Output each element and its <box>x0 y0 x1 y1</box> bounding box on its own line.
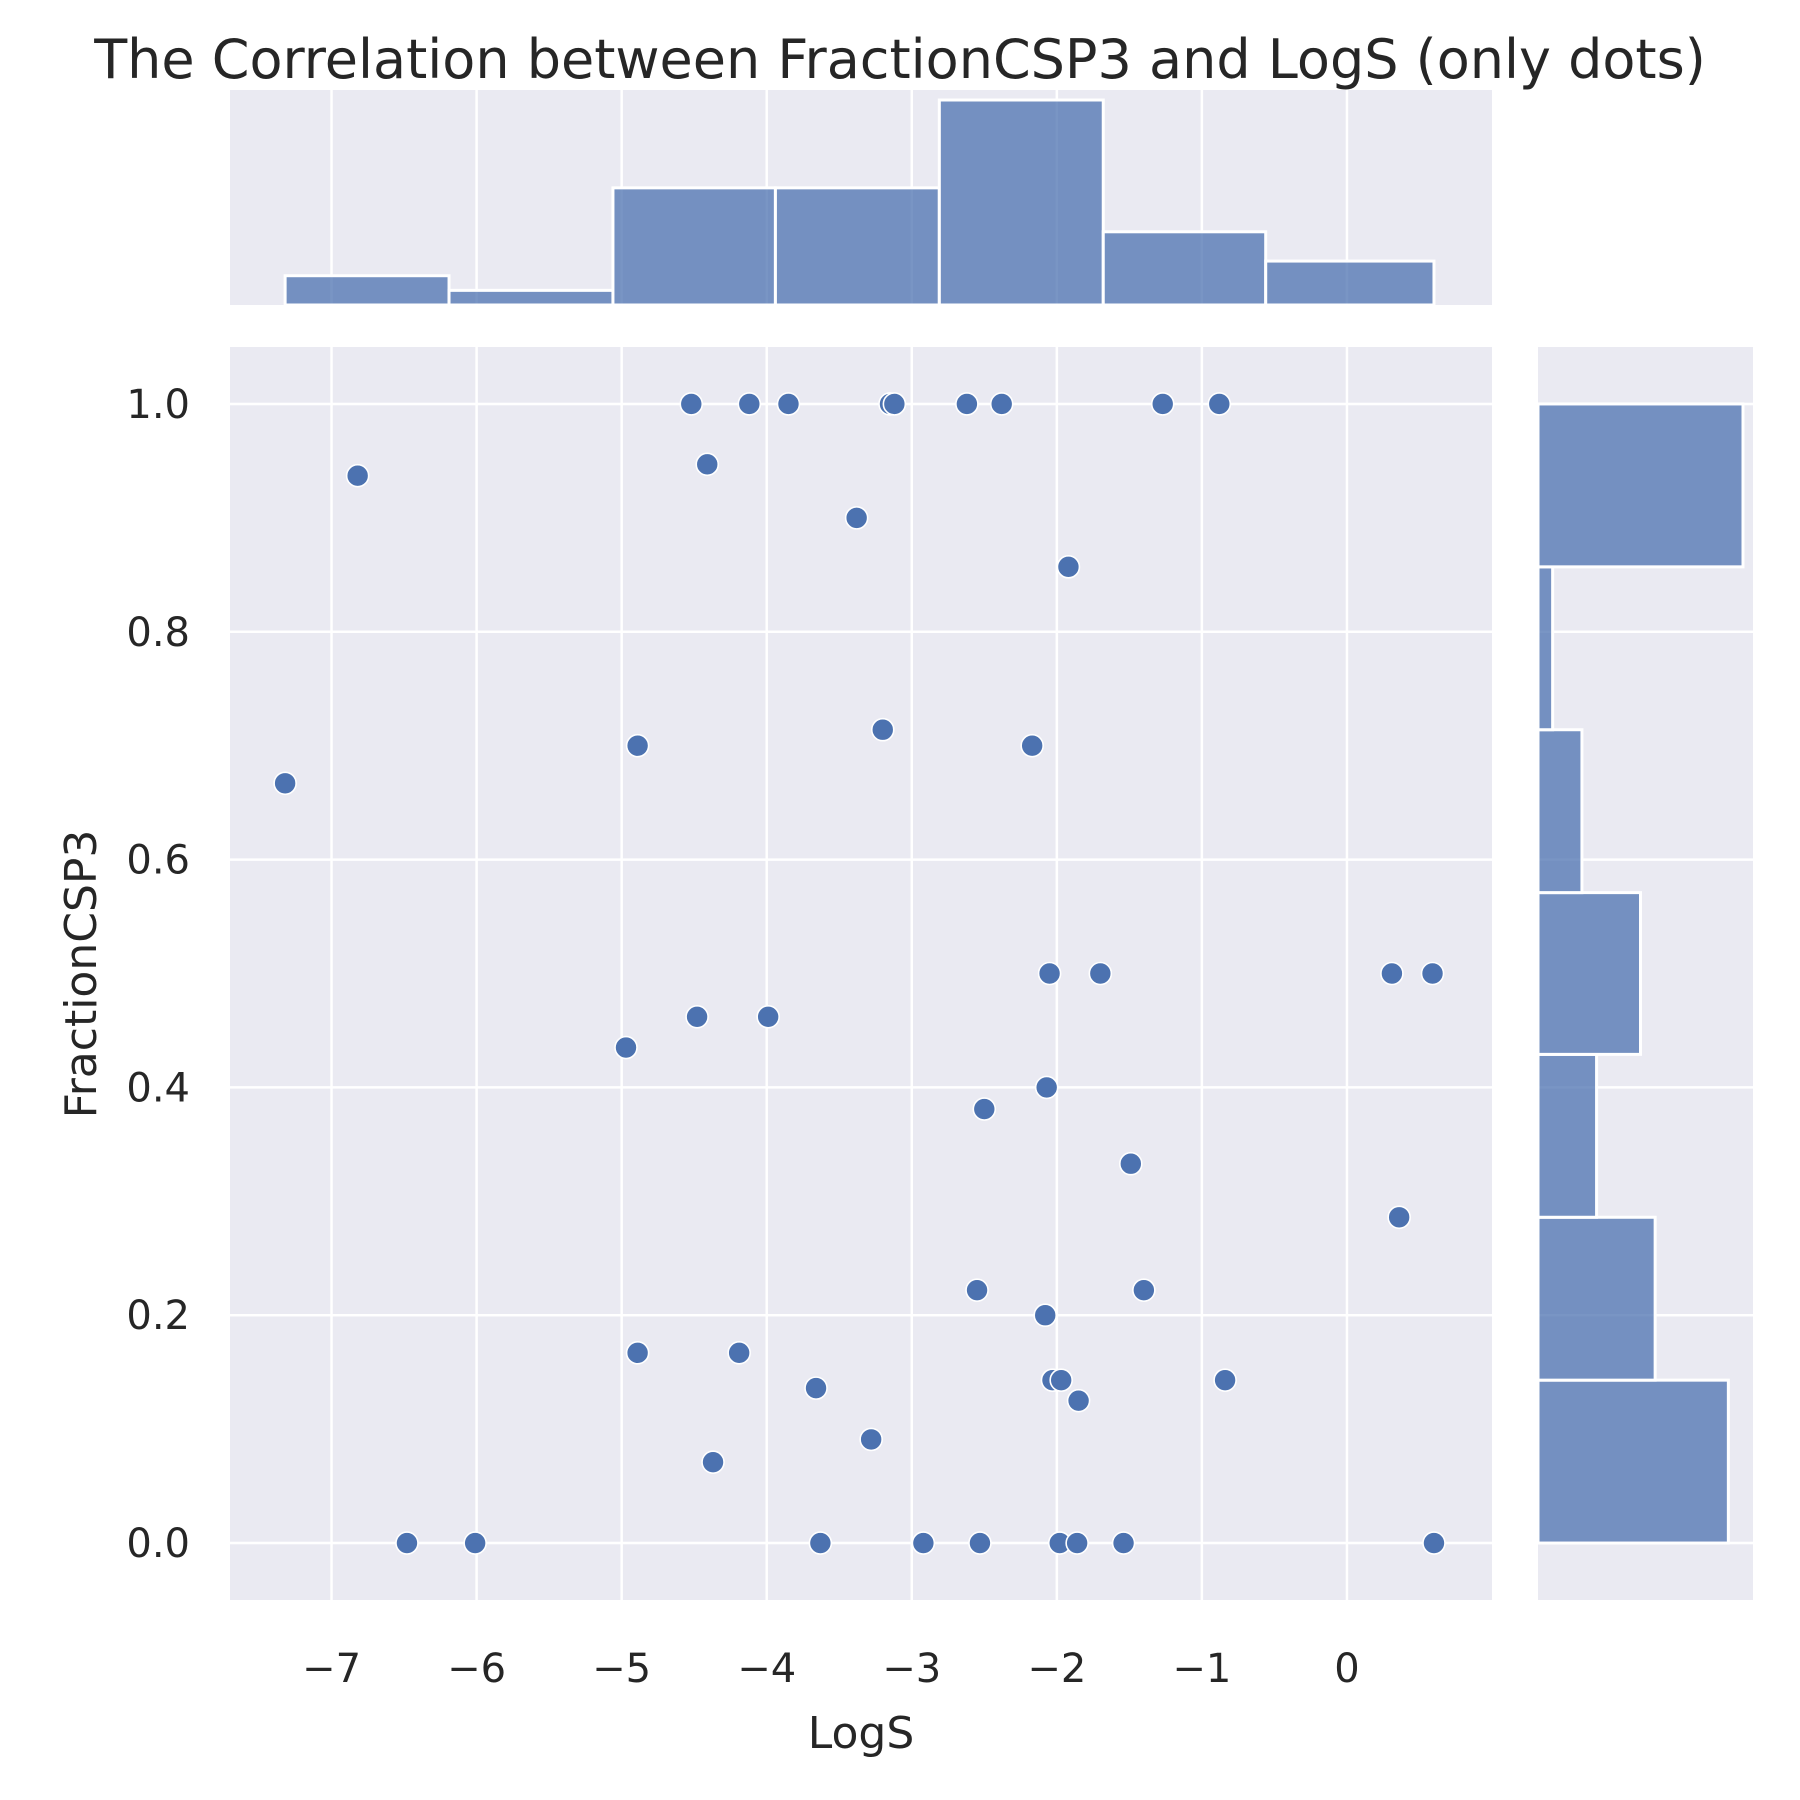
data-point <box>1150 392 1175 416</box>
right-histogram-bar <box>1536 1052 1599 1219</box>
y-axis-ticks: 0.0 0.2 0.4 0.6 0.8 1.0 <box>126 382 190 1567</box>
right-histogram-bar <box>1536 1378 1730 1545</box>
data-point <box>1111 1531 1136 1555</box>
top-histogram-bar <box>1101 230 1268 307</box>
x-tick-label: 0 <box>1334 1646 1359 1692</box>
x-axis-label: LogS <box>808 1708 915 1759</box>
data-point <box>727 1341 751 1365</box>
data-point <box>1020 733 1044 758</box>
data-point <box>804 1376 828 1400</box>
y-tick-label: 0.0 <box>126 1521 190 1567</box>
x-tick-label: −5 <box>592 1646 651 1692</box>
data-point <box>695 452 720 477</box>
x-tick-label: −3 <box>882 1646 941 1692</box>
data-point <box>1387 1205 1411 1230</box>
top-marginal-panel <box>230 90 1492 307</box>
data-point <box>1033 1303 1058 1328</box>
data-point <box>844 506 869 530</box>
data-point <box>1056 555 1081 579</box>
data-point <box>808 1531 833 1555</box>
right-histogram-bar <box>1536 728 1584 895</box>
right-marginal-bars <box>1536 402 1745 1545</box>
data-point <box>870 717 895 742</box>
y-axis-label: FractionCSP3 <box>56 830 107 1119</box>
x-tick-label: −1 <box>1172 1646 1231 1692</box>
data-point <box>1213 1368 1237 1392</box>
data-point <box>972 1097 997 1121</box>
data-point <box>859 1427 883 1452</box>
data-point <box>614 1035 638 1060</box>
data-point <box>345 463 370 488</box>
top-histogram-bar <box>447 288 615 307</box>
top-histogram-bar <box>937 98 1105 307</box>
right-histogram-bar <box>1536 1215 1657 1382</box>
data-point <box>1037 961 1062 986</box>
right-histogram-bar <box>1536 565 1555 732</box>
top-histogram-bar <box>1264 259 1436 307</box>
data-point <box>1119 1151 1143 1176</box>
right-histogram-bar <box>1536 891 1642 1056</box>
chart-title: The Correlation between FractionCSP3 and… <box>93 28 1706 91</box>
top-histogram-bar <box>283 274 451 307</box>
data-point <box>1420 961 1445 986</box>
data-point <box>395 1531 419 1555</box>
data-point <box>685 1004 709 1029</box>
data-point <box>625 1341 650 1365</box>
data-point <box>756 1004 780 1029</box>
right-marginal-panel <box>1536 347 1753 1600</box>
data-point <box>882 392 907 416</box>
data-point <box>955 392 979 416</box>
data-point <box>625 733 650 758</box>
top-histogram-bar <box>611 186 777 307</box>
data-point <box>737 392 762 416</box>
data-point <box>1380 961 1404 986</box>
y-tick-label: 0.4 <box>126 1065 190 1111</box>
plot-background <box>230 347 1492 1600</box>
data-point <box>965 1278 989 1302</box>
y-tick-label: 0.2 <box>126 1293 190 1339</box>
data-point <box>1207 392 1232 416</box>
data-point <box>1088 961 1113 986</box>
data-point <box>989 392 1014 416</box>
data-point <box>1065 1531 1089 1555</box>
right-histogram-bar <box>1536 402 1745 569</box>
data-point <box>1132 1278 1156 1302</box>
x-axis-ticks: −7 −6 −5 −4 −3 −2 −1 0 <box>302 1646 1360 1692</box>
y-tick-label: 0.6 <box>126 838 190 884</box>
y-tick-label: 1.0 <box>126 382 190 428</box>
data-point <box>1066 1388 1091 1413</box>
data-point <box>463 1531 487 1555</box>
main-scatter-panel: −7 −6 −5 −4 −3 −2 −1 0 0.0 0.2 0.4 0.6 0.8 1.0 <box>126 347 1492 1692</box>
data-point <box>776 392 801 416</box>
data-point <box>911 1531 936 1555</box>
data-point <box>679 392 704 416</box>
x-tick-label: −4 <box>737 1646 796 1692</box>
x-tick-label: −6 <box>447 1646 506 1692</box>
scatter-points <box>273 392 1446 1555</box>
data-point <box>273 771 297 796</box>
data-point <box>1049 1368 1073 1392</box>
top-histogram-bar <box>773 186 941 307</box>
x-tick-label: −7 <box>302 1646 361 1692</box>
data-point <box>1422 1531 1446 1555</box>
data-point <box>701 1450 725 1474</box>
data-point <box>968 1531 992 1555</box>
y-tick-label: 0.8 <box>126 610 190 656</box>
x-tick-label: −2 <box>1027 1646 1086 1692</box>
top-marginal-bars <box>283 98 1436 307</box>
data-point <box>1034 1075 1059 1100</box>
